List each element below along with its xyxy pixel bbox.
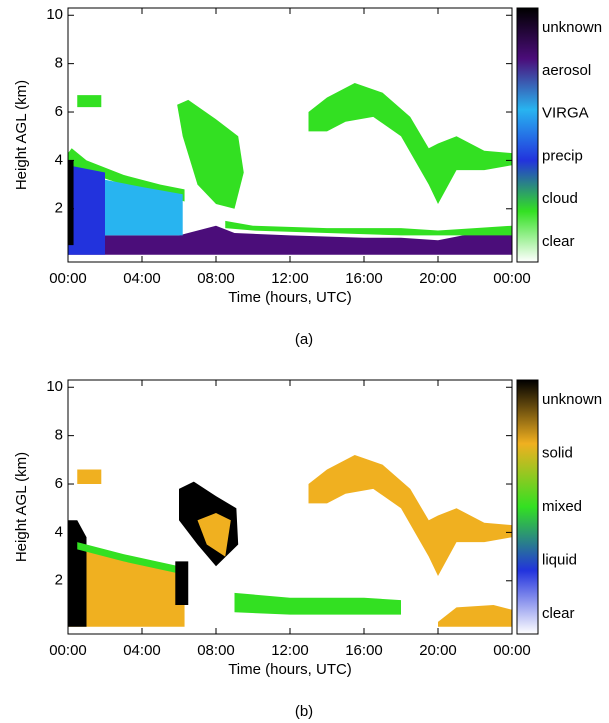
class-region xyxy=(197,513,231,557)
colorbar-label: precip xyxy=(542,147,583,164)
y-axis-label: Height AGL (km) xyxy=(13,80,30,190)
x-tick-label: 16:00 xyxy=(345,642,383,659)
class-region xyxy=(308,82,512,204)
x-tick-label: 00:00 xyxy=(49,642,87,659)
caption: (a) xyxy=(295,331,313,348)
class-region xyxy=(68,165,105,255)
y-tick-label: 4 xyxy=(55,151,63,168)
y-tick-label: 4 xyxy=(55,523,63,540)
colorbar-label: aerosol xyxy=(542,62,591,79)
y-tick-label: 8 xyxy=(55,55,63,72)
class-region xyxy=(175,561,189,605)
class-region xyxy=(225,220,512,236)
colorbar-label: liquid xyxy=(542,551,577,568)
class-region xyxy=(234,592,401,615)
colorbar-label: clear xyxy=(542,233,575,250)
y-axis-label: Height AGL (km) xyxy=(13,452,30,562)
y-tick-label: 6 xyxy=(55,475,63,492)
colorbar-label: cloud xyxy=(542,190,578,207)
class-region xyxy=(77,542,179,574)
x-tick-label: 04:00 xyxy=(123,642,161,659)
y-tick-label: 10 xyxy=(46,378,63,395)
class-region xyxy=(177,99,244,209)
x-tick-label: 20:00 xyxy=(419,270,457,287)
class-region xyxy=(438,604,512,627)
x-tick-label: 00:00 xyxy=(49,270,87,287)
colorbar-label: clear xyxy=(542,605,575,622)
colorbar xyxy=(516,379,539,635)
x-tick-label: 00:00 xyxy=(493,642,531,659)
class-region xyxy=(77,469,102,485)
colorbar-label: solid xyxy=(542,444,573,461)
x-tick-label: 08:00 xyxy=(197,270,235,287)
y-tick-label: 6 xyxy=(55,103,63,120)
colorbar-label: VIRGA xyxy=(542,105,589,122)
y-tick-label: 2 xyxy=(55,572,63,589)
x-tick-label: 04:00 xyxy=(123,270,161,287)
class-region xyxy=(68,148,185,202)
class-region xyxy=(68,160,74,246)
plot-area xyxy=(68,454,512,627)
x-tick-label: 12:00 xyxy=(271,270,309,287)
x-axis-label: Time (hours, UTC) xyxy=(228,289,352,306)
colorbar-label: unknown xyxy=(542,391,602,408)
caption: (b) xyxy=(295,703,313,720)
x-axis-label: Time (hours, UTC) xyxy=(228,661,352,678)
class-region xyxy=(77,95,102,108)
x-tick-label: 08:00 xyxy=(197,642,235,659)
colorbar xyxy=(516,7,539,263)
colorbar-label: unknown xyxy=(542,19,602,36)
class-region xyxy=(68,225,512,255)
y-tick-label: 2 xyxy=(55,200,63,217)
y-tick-label: 10 xyxy=(46,6,63,23)
class-region xyxy=(68,544,185,627)
colorbar-label: mixed xyxy=(542,498,582,515)
x-tick-label: 20:00 xyxy=(419,642,457,659)
class-region xyxy=(308,454,512,576)
x-tick-label: 16:00 xyxy=(345,270,383,287)
class-region xyxy=(68,520,87,627)
y-tick-label: 8 xyxy=(55,427,63,444)
x-tick-label: 12:00 xyxy=(271,642,309,659)
plot-area xyxy=(68,82,512,255)
x-tick-label: 00:00 xyxy=(493,270,531,287)
